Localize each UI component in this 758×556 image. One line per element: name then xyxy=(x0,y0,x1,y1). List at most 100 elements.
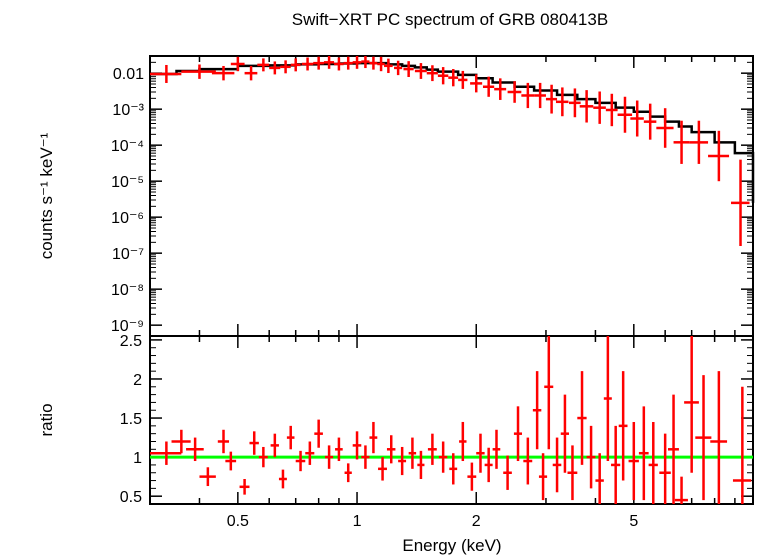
y-tick-label: 10⁻⁶ xyxy=(111,210,144,227)
data-point xyxy=(239,478,250,495)
data-point xyxy=(225,451,237,471)
data-point xyxy=(211,65,235,81)
data-point xyxy=(552,437,562,493)
data-point xyxy=(438,441,448,473)
model-line xyxy=(150,61,755,203)
data-point xyxy=(269,61,281,75)
x-axis-label: Energy (keV) xyxy=(402,536,501,555)
x-tick-label: 5 xyxy=(629,513,638,530)
spectrum-panel: 0.01 10⁻³ 10⁻⁴ 10⁻⁵ 10⁻⁶ 10⁻⁷ 10⁻⁸ 10⁻⁹ counts … xyxy=(37,55,755,337)
data-point xyxy=(181,64,216,79)
data-point xyxy=(150,64,182,83)
data-point xyxy=(586,425,596,489)
data-point xyxy=(417,450,425,479)
data-point xyxy=(532,371,542,450)
data-point xyxy=(427,433,437,465)
data-point xyxy=(484,447,493,483)
data-point xyxy=(513,406,523,462)
data-point xyxy=(394,60,403,76)
data-point xyxy=(258,446,268,468)
data-point xyxy=(667,394,679,504)
data-point xyxy=(352,56,362,69)
y-tick-label: 0.01 xyxy=(113,66,144,83)
data-point xyxy=(335,437,343,462)
data-point xyxy=(369,421,378,454)
chart-title: Swift−XRT PC spectrum of GRB 080413B xyxy=(292,10,608,29)
data-point xyxy=(710,371,728,504)
y-tick-label: 2 xyxy=(133,372,142,389)
model-histogram xyxy=(150,61,755,203)
data-point xyxy=(324,445,334,469)
data-point xyxy=(426,65,438,82)
data-point xyxy=(150,441,182,465)
y-tick-label: 10⁻⁹ xyxy=(111,318,144,335)
y-tick-label: 10⁻⁵ xyxy=(111,174,144,191)
ratio-y-ticks: 0.5 1 1.5 2 2.5 xyxy=(120,333,753,506)
data-point xyxy=(618,371,628,481)
data-point xyxy=(643,103,657,140)
data-point xyxy=(459,421,467,462)
data-point xyxy=(630,100,644,137)
data-point xyxy=(361,445,370,469)
data-point xyxy=(295,450,306,472)
data-point xyxy=(708,130,730,182)
data-point xyxy=(560,394,569,473)
data-point xyxy=(523,437,533,485)
data-point xyxy=(577,371,587,465)
data-point xyxy=(467,462,477,491)
data-point xyxy=(567,445,578,501)
data-point xyxy=(352,431,362,460)
data-point xyxy=(344,463,352,483)
data-point xyxy=(249,431,259,455)
data-point xyxy=(199,467,216,487)
spectrum-data-points xyxy=(150,56,750,247)
data-point xyxy=(568,88,581,118)
data-point xyxy=(603,336,612,462)
data-point xyxy=(301,57,314,71)
ratio-data-points xyxy=(150,336,752,504)
data-point xyxy=(377,56,385,72)
data-point xyxy=(270,433,279,458)
data-point xyxy=(286,425,295,450)
data-point xyxy=(628,421,639,501)
data-point xyxy=(369,56,378,70)
data-point xyxy=(280,60,291,74)
spectrum-y-axis-label: counts s⁻¹ keV⁻¹ xyxy=(37,132,56,259)
x-tick-label: 1 xyxy=(353,513,362,530)
y-tick-label: 10⁻⁴ xyxy=(111,138,144,155)
data-point xyxy=(313,56,324,70)
data-point xyxy=(470,74,483,93)
data-point xyxy=(674,476,688,504)
data-point xyxy=(605,93,618,127)
data-point xyxy=(230,56,245,72)
x-tick-label: 0.5 xyxy=(227,513,249,530)
data-point xyxy=(437,67,449,85)
data-point xyxy=(244,65,258,81)
ratio-y-axis-label: ratio xyxy=(37,403,56,436)
data-point xyxy=(186,437,204,462)
data-point xyxy=(732,386,752,504)
y-tick-label: 10⁻⁷ xyxy=(112,246,144,263)
data-point xyxy=(343,56,353,70)
data-point xyxy=(648,421,658,504)
data-point xyxy=(305,441,315,465)
data-point xyxy=(386,435,396,464)
ratio-x-ticks: 0.5 1 2 5 xyxy=(149,336,754,530)
ratio-frame xyxy=(149,335,754,505)
data-point xyxy=(384,58,393,74)
data-point xyxy=(448,69,459,87)
data-point xyxy=(545,84,558,114)
y-tick-label: 1 xyxy=(133,450,142,467)
data-point xyxy=(656,108,674,148)
data-point xyxy=(579,90,594,123)
data-point xyxy=(731,159,750,247)
data-point xyxy=(323,56,335,69)
data-point xyxy=(378,457,387,481)
data-point xyxy=(449,453,458,485)
data-point xyxy=(503,455,512,490)
data-point xyxy=(684,336,699,473)
data-point xyxy=(521,82,535,109)
data-point xyxy=(290,58,301,72)
data-point xyxy=(534,82,546,109)
